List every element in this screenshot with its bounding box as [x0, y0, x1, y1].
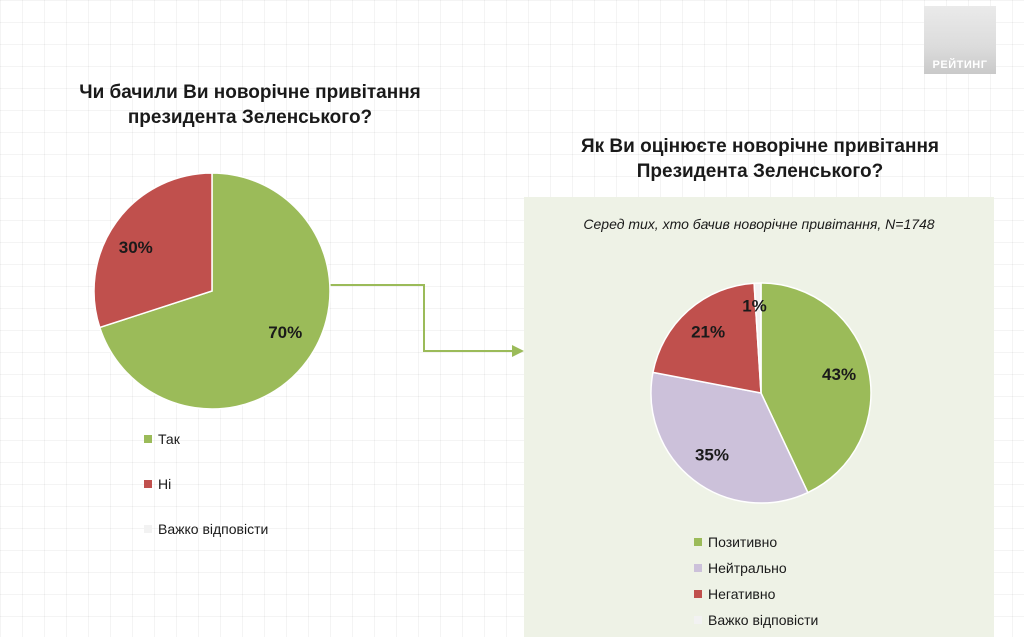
- legend-label: Так: [158, 431, 180, 447]
- legend-swatch: [144, 525, 152, 534]
- slice-value-label: 35%: [695, 446, 729, 465]
- legend-label: Позитивно: [708, 534, 778, 550]
- legend-label: Важко відповісти: [158, 521, 269, 537]
- slice-value-label: 1%: [742, 297, 767, 316]
- legend-swatch: [144, 435, 152, 444]
- legend-label: Ні: [158, 476, 172, 492]
- legend-swatch: [144, 480, 152, 489]
- legend-item: Важко відповісти: [144, 520, 268, 538]
- chart1-title: Чи бачили Ви новорічне привітання презид…: [79, 82, 421, 128]
- legend-swatch: [694, 590, 702, 599]
- legend-item: Ні: [144, 475, 171, 493]
- pie-slice-1: [98, 172, 331, 410]
- slice-value-label: 21%: [691, 322, 725, 341]
- pie-slice-3: [652, 282, 762, 394]
- legend-label: Нейтрально: [708, 560, 787, 576]
- legend-label: Негативно: [708, 586, 776, 602]
- slice-value-label: 70%: [268, 323, 302, 342]
- pie-slice-4: [753, 282, 762, 394]
- slice-value-label: 43%: [822, 365, 856, 384]
- pie-slice-1: [760, 282, 872, 494]
- legend-item: Позитивно: [694, 533, 777, 551]
- slice-value-label: 30%: [119, 238, 153, 257]
- legend-swatch: [694, 616, 702, 625]
- chart2-subtitle: Серед тих, хто бачив новорічне привітанн…: [583, 216, 935, 232]
- legend-item: Негативно: [694, 585, 775, 603]
- legend-item: Нейтрально: [694, 559, 787, 577]
- legend-swatch: [694, 538, 702, 547]
- legend-item: Так: [144, 430, 180, 448]
- pie-slice-2: [650, 371, 809, 504]
- chart2-title: Як Ви оцінюєте новорічне привітання През…: [580, 136, 940, 182]
- logo-text: РЕЙТИНГ: [932, 59, 988, 71]
- pie-slice-2: [93, 172, 213, 329]
- legend-item: Важко відповісти: [694, 611, 818, 629]
- legend-swatch: [694, 564, 702, 573]
- reyting-logo: РЕЙТИНГ: [924, 6, 996, 74]
- legend-label: Важко відповісти: [708, 612, 819, 628]
